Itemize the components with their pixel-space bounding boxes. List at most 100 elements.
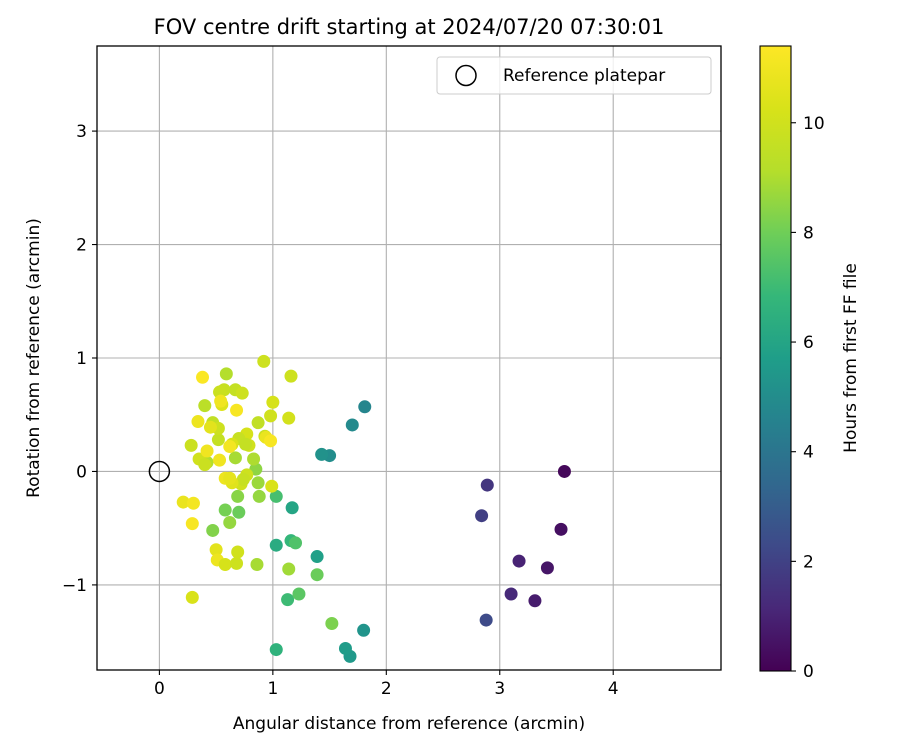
data-point (230, 556, 244, 570)
data-point (231, 489, 245, 503)
data-point (250, 557, 264, 571)
data-point (185, 517, 199, 531)
data-point (209, 543, 223, 557)
legend-label: Reference platepar (503, 66, 665, 86)
x-axis-label: Angular distance from reference (arcmin) (233, 714, 585, 734)
data-point (239, 437, 253, 451)
y-tick-label: 2 (76, 236, 87, 256)
data-point (206, 523, 220, 537)
data-point (257, 354, 271, 368)
legend-box (436, 56, 712, 95)
data-point (310, 568, 324, 582)
data-point (219, 367, 233, 381)
x-tick-label: 2 (381, 679, 392, 699)
colorbar-tick-label: 6 (803, 333, 814, 353)
data-point (269, 538, 283, 552)
data-point (251, 416, 265, 430)
y-tick-label: 0 (76, 462, 87, 482)
colorbar-tick-label: 2 (803, 552, 814, 572)
data-point (235, 386, 249, 400)
data-point (266, 395, 280, 409)
grid (97, 46, 721, 670)
colorbar-gradient (759, 45, 792, 672)
colorbar-tick-label: 8 (803, 223, 814, 243)
data-point (231, 545, 245, 559)
data-point (218, 557, 232, 571)
data-point (480, 478, 494, 492)
data-point (198, 458, 212, 472)
data-point (265, 479, 279, 493)
colorbar: 0 2 4 6 8 10 Hours from first FF file (759, 45, 861, 682)
data-point (251, 476, 265, 490)
colorbar-tick-label: 4 (803, 443, 814, 463)
data-point (252, 489, 266, 503)
data-point (223, 471, 237, 485)
data-point (213, 453, 227, 467)
data-point (345, 418, 359, 432)
data-point (512, 554, 526, 568)
x-tick-label: 0 (154, 679, 165, 699)
data-point (211, 433, 225, 447)
data-point (358, 400, 372, 414)
data-point (289, 536, 303, 550)
reference-point (148, 460, 171, 483)
data-point (284, 369, 298, 383)
data-point (185, 590, 199, 604)
data-point (282, 411, 296, 425)
data-point (200, 444, 214, 458)
data-point (357, 623, 371, 637)
data-point (196, 370, 210, 384)
data-point (223, 439, 237, 453)
data-point (528, 594, 542, 608)
reference-marker (148, 460, 171, 483)
data-point (504, 587, 518, 601)
data-point (198, 399, 212, 413)
data-point (269, 489, 283, 503)
data-point (310, 550, 324, 564)
colorbar-tick-label: 10 (803, 114, 825, 134)
data-point (285, 501, 299, 515)
data-point (218, 503, 232, 517)
data-point (264, 434, 278, 448)
y-tick-label: −1 (62, 576, 87, 596)
legend: Reference platepar (436, 56, 712, 95)
y-tick-label: 1 (76, 349, 87, 369)
legend-marker (455, 64, 477, 87)
data-point (540, 561, 554, 575)
y-axis-ticks: −1 0 1 2 3 (62, 122, 97, 596)
data-point (264, 409, 278, 423)
data-point (230, 403, 244, 417)
data-point (203, 420, 217, 434)
data-point (232, 505, 246, 519)
data-points (176, 354, 571, 663)
data-point (184, 438, 198, 452)
colorbar-label: Hours from first FF file (841, 263, 861, 453)
chart-title: FOV centre drift starting at 2024/07/20 … (154, 15, 665, 39)
data-point (236, 472, 250, 486)
data-point (269, 643, 283, 657)
data-point (475, 509, 489, 523)
x-tick-label: 1 (267, 679, 278, 699)
y-axis-label: Rotation from reference (arcmin) (24, 218, 44, 498)
y-tick-label: 3 (76, 122, 87, 142)
data-point (479, 613, 493, 627)
data-point (228, 451, 242, 465)
colorbar-tick-label: 0 (803, 662, 814, 682)
data-point (223, 516, 237, 530)
colorbar-ticks: 0 2 4 6 8 10 (791, 114, 825, 682)
data-point (338, 641, 352, 655)
data-point (214, 394, 228, 408)
x-axis-ticks: 0 1 2 3 4 (154, 670, 619, 699)
data-point (554, 522, 568, 536)
data-point (325, 616, 339, 630)
x-tick-label: 3 (494, 679, 505, 699)
data-point (292, 587, 306, 601)
data-point (315, 447, 329, 461)
x-tick-label: 4 (608, 679, 619, 699)
data-point (247, 452, 261, 466)
data-point (281, 593, 295, 607)
data-point (557, 464, 571, 478)
data-point (176, 495, 190, 509)
data-point (191, 415, 205, 429)
